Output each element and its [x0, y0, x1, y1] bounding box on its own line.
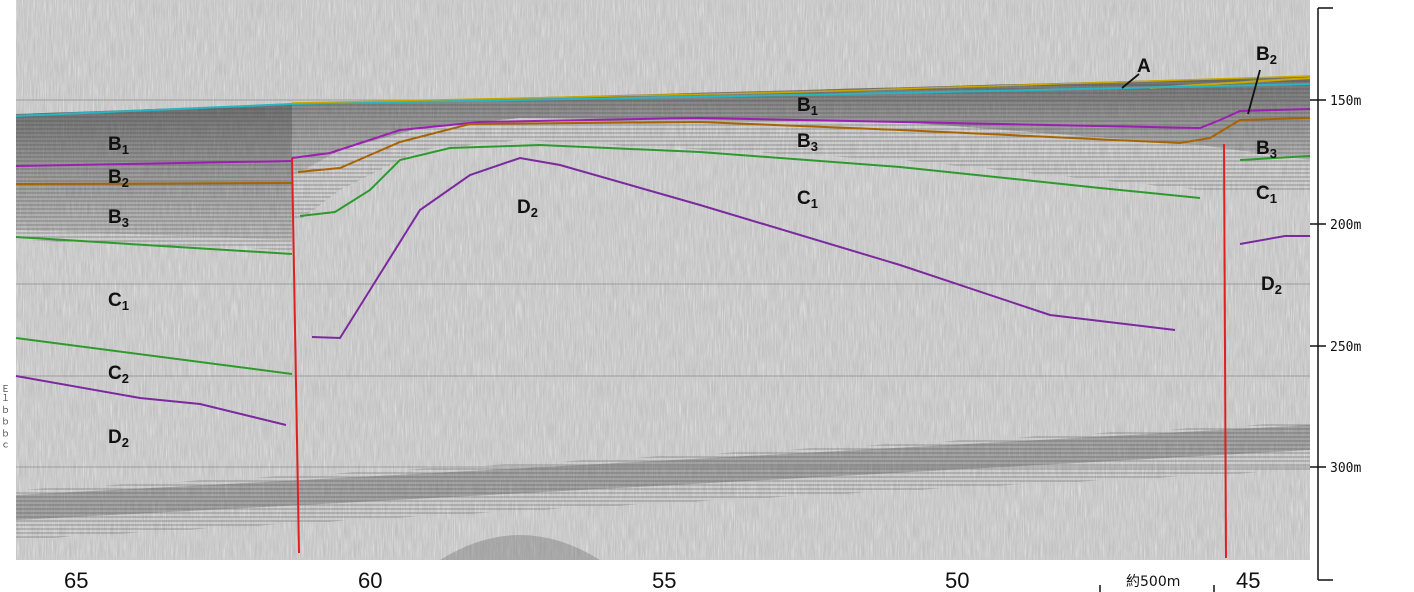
distance-65: 65 — [64, 568, 88, 592]
horizon-seafloor — [15, 83, 1311, 117]
label-C1-right: C1 — [1256, 183, 1277, 206]
deep-dome — [440, 535, 600, 560]
label-C2-left: C2 — [108, 363, 129, 386]
label-B3-right: B3 — [1256, 138, 1277, 161]
deep-reflector-lines — [16, 422, 1310, 540]
horizon-B2-left — [15, 182, 293, 185]
horizon-B3-far-right — [1239, 155, 1311, 161]
depth-axis — [1310, 7, 1333, 581]
label-B1-center: B1 — [797, 95, 818, 118]
label-A: A — [1137, 56, 1151, 77]
scale-bar-label: 約500m — [1126, 574, 1180, 590]
label-B3-center: B3 — [797, 131, 818, 154]
upper-strata-left-lines — [16, 104, 292, 250]
distance-45: 45 — [1236, 568, 1260, 592]
left-margin-text: Ｅ１ ｂ ｂ ｂ ｃ — [0, 384, 9, 449]
fault-left — [291, 157, 300, 554]
label-B2-right: B2 — [1256, 44, 1277, 67]
depth-tick-300: 300m — [1330, 461, 1361, 476]
distance-50: 50 — [945, 568, 969, 592]
label-C1-left: C1 — [108, 290, 129, 313]
upper-strata-right-lines — [292, 76, 1310, 220]
horizon-C2-left — [15, 337, 293, 375]
label-B3-left: B3 — [108, 207, 129, 230]
fault-right — [1223, 143, 1227, 559]
label-B1-left: B1 — [108, 134, 129, 157]
horizon-D2-dome — [311, 156, 1176, 340]
depth-tick-250: 250m — [1330, 340, 1361, 355]
horizon-A-long — [291, 75, 1311, 104]
label-C1-center: C1 — [797, 188, 818, 211]
horizon-B2-right — [297, 117, 1311, 173]
leader-B2 — [1247, 69, 1261, 115]
distance-55: 55 — [652, 568, 676, 592]
horizon-B1-left — [15, 160, 293, 167]
horizon-B3-right — [299, 143, 1201, 217]
depth-tick-200: 200m — [1330, 218, 1361, 233]
horizon-B3-left — [15, 236, 293, 255]
label-B2-left: B2 — [108, 167, 129, 190]
horizon-D2-far-right — [1239, 235, 1310, 245]
horizon-D2-left — [15, 375, 287, 426]
label-D2-right: D2 — [1261, 274, 1282, 297]
depth-tick-150: 150m — [1330, 94, 1361, 109]
label-D2-left: D2 — [108, 427, 129, 450]
leader-A — [1121, 73, 1140, 89]
depth-grid — [16, 99, 1310, 468]
horizon-B1-right — [291, 108, 1311, 159]
scale-bar — [1099, 585, 1215, 592]
distance-60: 60 — [358, 568, 382, 592]
label-D2-center: D2 — [517, 197, 538, 220]
